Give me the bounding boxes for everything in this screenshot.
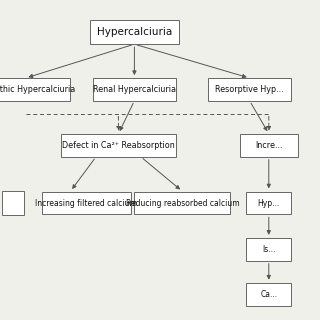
- FancyBboxPatch shape: [2, 191, 24, 215]
- FancyBboxPatch shape: [61, 134, 176, 157]
- Text: Incre...: Incre...: [255, 141, 283, 150]
- Text: Resorptive Hyp...: Resorptive Hyp...: [215, 85, 284, 94]
- FancyBboxPatch shape: [42, 192, 131, 214]
- Text: Is...: Is...: [262, 245, 276, 254]
- FancyBboxPatch shape: [246, 283, 291, 306]
- Text: Hypercalciuria: Hypercalciuria: [97, 27, 172, 37]
- Text: Idiopathic Hypercalciuria: Idiopathic Hypercalciuria: [0, 85, 76, 94]
- Text: Increasing filtered calcium: Increasing filtered calcium: [36, 199, 137, 208]
- Text: Defect in Ca²⁺ Reabsorption: Defect in Ca²⁺ Reabsorption: [62, 141, 175, 150]
- Text: Renal Hypercalciuria: Renal Hypercalciuria: [93, 85, 176, 94]
- FancyBboxPatch shape: [93, 78, 176, 101]
- FancyBboxPatch shape: [240, 134, 298, 157]
- FancyBboxPatch shape: [246, 238, 291, 261]
- FancyBboxPatch shape: [134, 192, 230, 214]
- Text: Ca...: Ca...: [260, 290, 277, 299]
- Text: Hyp...: Hyp...: [258, 199, 280, 208]
- FancyBboxPatch shape: [90, 20, 179, 44]
- FancyBboxPatch shape: [208, 78, 291, 101]
- FancyBboxPatch shape: [0, 78, 70, 101]
- Text: Reducing reabsorbed calcium: Reducing reabsorbed calcium: [125, 199, 239, 208]
- FancyBboxPatch shape: [246, 192, 291, 214]
